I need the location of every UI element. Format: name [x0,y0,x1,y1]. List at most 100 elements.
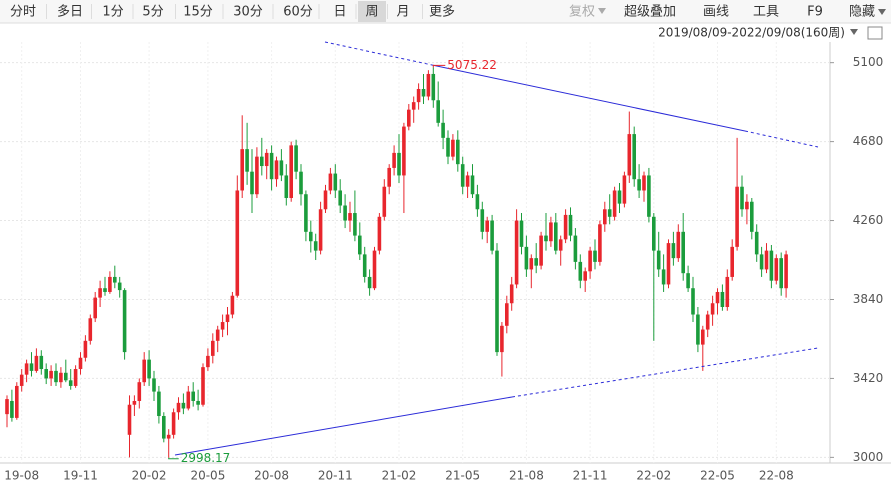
candle-body [470,175,475,195]
candle-body [558,239,563,251]
x-tick-label: 22-02 [636,469,671,483]
candle-body [411,102,416,110]
candle-body [240,149,244,191]
period-tab[interactable]: 周 [365,5,378,20]
tool-button[interactable]: 画线 [703,5,729,20]
candle-body [39,355,44,370]
candle-body [554,222,558,251]
candle-body [220,322,225,330]
candle-body [88,318,93,341]
candle-body [166,434,171,439]
candle-body [460,164,465,187]
candle-body [181,402,186,409]
candle-body [451,139,455,157]
candle-body [593,250,597,262]
period-tab[interactable]: 多日 [57,4,83,20]
candle-body [64,372,68,381]
candle-body [304,194,308,232]
tool-button[interactable]: 隐藏 [849,5,875,20]
candle-body [250,171,254,195]
candle-body [269,152,274,180]
period-tab[interactable]: 分时 [10,5,36,20]
candle-body [176,402,181,413]
x-tick-label: 20-08 [254,469,289,483]
candle-body [647,175,651,217]
x-tick-label: 20-11 [318,469,353,483]
max-marker [432,64,446,68]
candle-body [196,400,200,405]
candle-body [162,416,166,439]
selected-tab[interactable] [358,1,386,22]
candle-body [225,314,230,323]
candle-body [132,400,137,405]
tool-button[interactable]: 超级叠加 [624,5,676,20]
candle-body [122,290,127,353]
candle-body [372,250,377,289]
candle-body [598,224,602,262]
candle-body [603,209,607,225]
candle-body [495,250,499,353]
candle-body [573,235,578,262]
candle-body [10,400,14,418]
x-tick-label: 21-02 [382,469,417,483]
period-tab[interactable]: 5分 [142,5,163,20]
candle-body [416,88,421,103]
y-tick-label: 3420 [853,371,884,385]
dropdown-arrow[interactable] [850,29,858,35]
period-tab[interactable]: 月 [396,5,409,20]
candle-body [519,220,524,247]
candle-body [441,122,445,138]
candle-body [514,220,519,285]
period-tab[interactable]: 1分 [102,5,123,20]
tool-button[interactable]: 工具 [753,5,779,20]
candle-body [323,190,328,210]
period-tab[interactable]: 日 [333,5,346,20]
period-tab[interactable]: 30分 [233,5,263,20]
candle-body [186,391,191,409]
candle-body [299,171,303,195]
candle-body [191,391,195,401]
candle-body [157,391,161,417]
candle-body [549,222,553,242]
dropdown-arrow[interactable] [878,9,886,15]
candle-body [137,382,142,401]
tool-button[interactable]: F9 [807,5,823,20]
candle-body [676,231,681,259]
candle-body [274,160,279,180]
settings-icon[interactable] [867,26,883,40]
candle-body [83,340,88,358]
period-tab[interactable]: 60分 [283,5,313,20]
candle-body [5,399,9,415]
candle-body [19,374,24,386]
trend-line [744,130,819,148]
candle-body [147,359,151,379]
candle-body [730,246,734,277]
max-label: 5075.22 [447,58,497,72]
candle-body [769,250,774,281]
candle-body [113,276,117,283]
period-tab[interactable]: 更多 [429,4,455,20]
x-tick-label: 22-05 [700,469,735,483]
candle-body [720,291,725,308]
x-tick-label: 19-11 [63,469,98,483]
tool-button[interactable]: 复权 [569,4,595,20]
candle-body [627,134,632,176]
y-tick-label: 3840 [853,292,884,306]
plot [0,42,830,463]
dropdown-arrow[interactable] [598,8,606,14]
candle-body [348,213,352,221]
candle-body [230,295,235,315]
candle-body [431,73,436,101]
date-range[interactable]: 2019/08/09-2022/09/08(160周) [658,26,845,40]
candle-body [78,357,83,370]
candle-body [377,216,382,251]
candle-body [632,134,636,180]
candle-body [171,412,176,435]
period-tab[interactable]: 15分 [183,5,213,20]
candle-body [661,269,666,285]
candle-body [367,276,372,289]
candle-body [642,175,646,191]
x-tick-label: 21-05 [445,469,480,483]
candle-body [255,156,259,195]
x-tick-label: 20-05 [190,469,225,483]
